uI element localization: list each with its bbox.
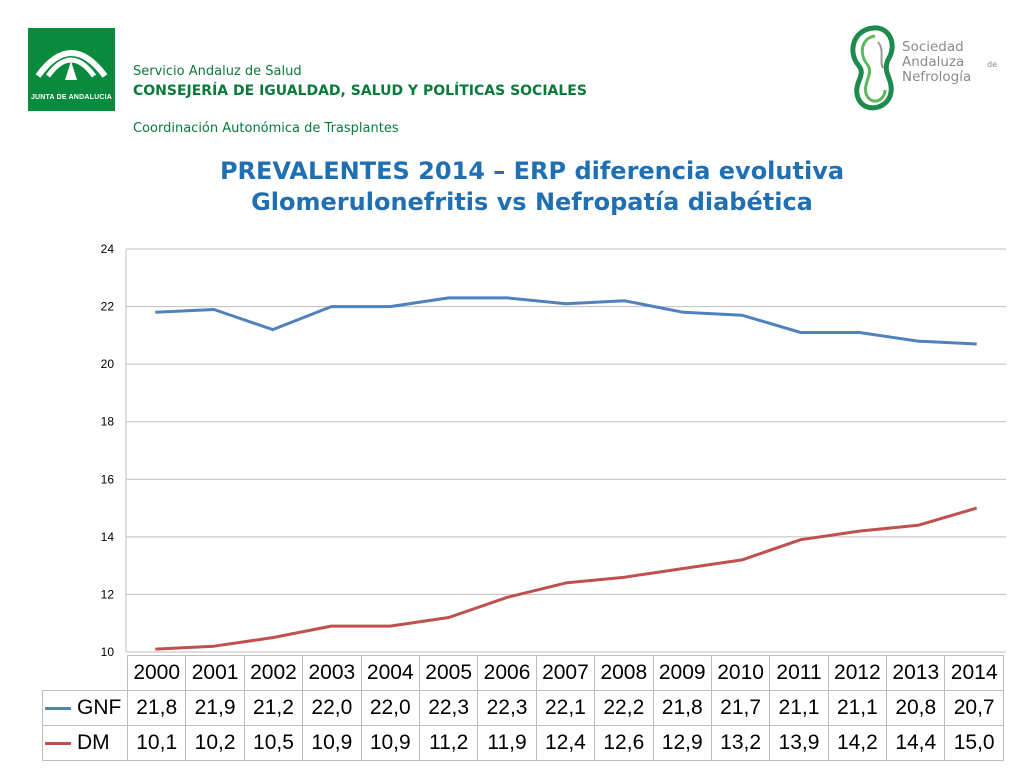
legend-gnf: GNF (42, 690, 128, 726)
kidney-icon (850, 25, 895, 111)
y-tick-label: 12 (101, 587, 115, 601)
table-corner (43, 656, 128, 691)
data-label-gnf: 22,2 (594, 690, 654, 726)
y-tick-label: 24 (101, 242, 115, 256)
data-label-gnf: 20,8 (886, 690, 946, 726)
x-tick-label: 2011 (769, 655, 829, 691)
data-label-dm: 10,9 (302, 725, 362, 761)
data-label-dm: 10,1 (126, 725, 187, 761)
x-tick-label: 2005 (418, 655, 479, 691)
x-tick-label: 2003 (302, 655, 362, 691)
data-label-gnf: 22,1 (535, 690, 596, 726)
junta-logo-text: JUNTA DE ANDALUCIA (30, 94, 113, 101)
san-logo-de: de (987, 60, 997, 69)
data-label-dm: 12,6 (594, 725, 654, 761)
data-label-gnf: 22,3 (477, 690, 537, 726)
legend-gnf-label: GNF (77, 696, 122, 719)
y-tick-label: 16 (101, 472, 115, 486)
data-label-gnf: 21,1 (827, 690, 888, 726)
data-label-gnf: 20,7 (944, 690, 1004, 726)
data-label-gnf: 22,0 (360, 690, 420, 726)
data-label-gnf: 22,0 (302, 690, 362, 726)
data-label-dm: 12,4 (535, 725, 596, 761)
data-label-dm: 15,0 (944, 725, 1004, 761)
data-label-dm: 13,2 (710, 725, 771, 761)
san-logo-line2: Andaluza (902, 54, 965, 70)
data-label-dm: 10,5 (243, 725, 304, 761)
legend-dm-label: DM (77, 731, 110, 754)
x-tick-label: 2009 (652, 655, 712, 691)
y-tick-label: 14 (101, 530, 115, 544)
y-tick-label: 10 (101, 645, 115, 659)
table-row-categories: 2000 2001 2002 2003 2004 2005 2006 2007 2008 2009… (43, 655, 1004, 691)
x-tick-label: 2007 (535, 655, 596, 691)
y-tick-label: 20 (101, 357, 115, 371)
table-row-gnf: GNF 21,8 21,9 21,2 22,0 22,0 22,3 22,3 22,1 22,2… (42, 690, 1004, 726)
data-label-dm: 11,9 (477, 725, 537, 761)
x-tick-label: 2006 (477, 655, 537, 691)
header-service-name: Servicio Andaluz de Salud (133, 64, 302, 79)
data-label-dm: 13,9 (769, 725, 829, 761)
data-label-dm: 10,2 (185, 725, 245, 761)
data-label-gnf: 21,9 (185, 690, 245, 726)
data-label-dm: 14,4 (886, 725, 946, 761)
table-row-dm: DM 10,1 10,2 10,5 10,9 10,9 11,2 11,9 12,4 12,6 1… (42, 725, 1004, 761)
series-lines (155, 296, 978, 651)
san-logo-line3: Nefrología (902, 69, 972, 85)
data-label-gnf: 22,3 (418, 690, 479, 726)
y-tick-label: 18 (101, 415, 115, 429)
data-label-dm: 10,9 (360, 725, 420, 761)
x-tick-label: 2002 (243, 655, 304, 691)
legend-gnf-line (45, 706, 71, 710)
junta-andalucia-logo: JUNTA DE ANDALUCIA (28, 28, 115, 111)
junta-emblem-icon (35, 50, 108, 80)
data-label-dm: 11,2 (418, 725, 479, 761)
san-logo-line1: Sociedad (902, 39, 964, 55)
legend-dm: DM (42, 725, 128, 761)
x-tick-label: 2001 (185, 655, 245, 691)
series-line-dm (155, 506, 978, 651)
x-tick-label: 2004 (360, 655, 420, 691)
chart-title-line1: PREVALENTES 2014 – ERP diferencia evolut… (219, 157, 845, 185)
data-label-gnf: 21,8 (652, 690, 712, 726)
header-ministry-name: CONSEJERÍA DE IGUALDAD, SALUD Y POLÍTICA… (133, 83, 587, 99)
gridlines (125, 248, 1006, 653)
data-label-gnf: 21,1 (769, 690, 829, 726)
header-coordination-name: Coordinación Autonómica de Trasplantes (133, 121, 399, 136)
data-label-gnf: 21,7 (710, 690, 771, 726)
x-tick-label: 2000 (126, 655, 187, 691)
y-axis-ticks: 10 12 14 16 18 20 22 24 (101, 242, 115, 659)
data-label-gnf: 21,8 (126, 690, 187, 726)
y-tick-label: 22 (101, 300, 115, 314)
x-tick-label: 2014 (944, 655, 1004, 691)
x-tick-label: 2012 (827, 655, 888, 691)
chart-title-line2: Glomerulonefritis vs Nefropatía diabétic… (251, 188, 813, 216)
legend-dm-line (45, 741, 71, 745)
chart-data-table: 2000 2001 2002 2003 2004 2005 2006 2007 2008 2009… (42, 655, 1004, 761)
san-logo: Sociedad Andaluza de Nefrología (845, 22, 997, 117)
data-label-dm: 14,2 (827, 725, 888, 761)
series-line-gnf (155, 296, 977, 346)
x-tick-label: 2008 (594, 655, 654, 691)
data-label-dm: 12,9 (652, 725, 712, 761)
x-tick-label: 2013 (886, 655, 946, 691)
data-label-gnf: 21,2 (243, 690, 304, 726)
x-tick-label: 2010 (710, 655, 771, 691)
